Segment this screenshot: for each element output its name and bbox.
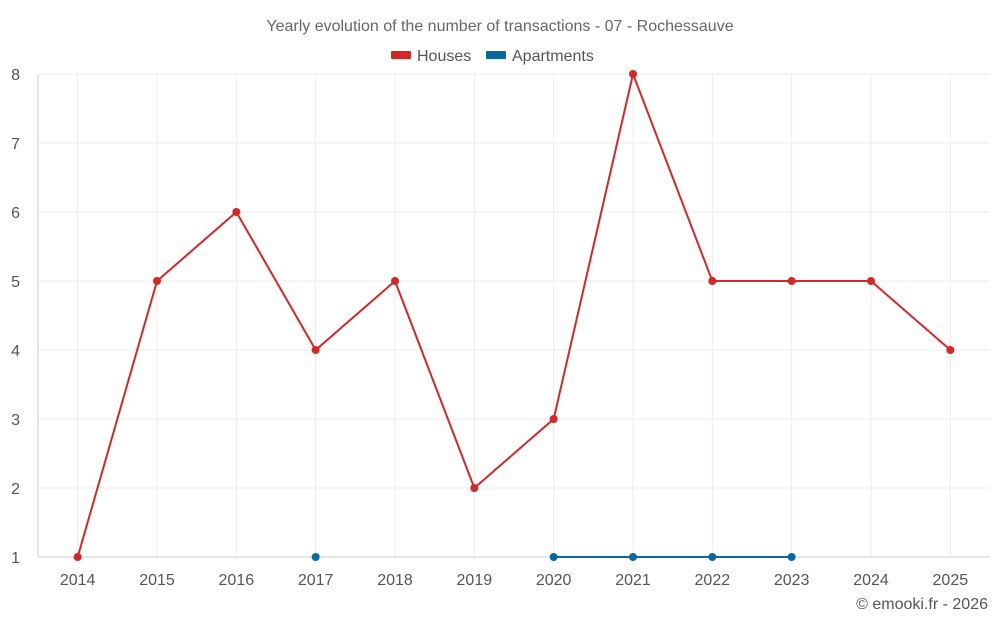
data-point-houses-2020[interactable] — [549, 415, 558, 423]
y-tick-label: 3 — [11, 412, 20, 429]
y-tick-label: 4 — [11, 343, 20, 360]
data-point-apartments-2017[interactable] — [311, 553, 320, 561]
grid — [38, 73, 990, 557]
legend-item-houses[interactable]: Houses — [391, 48, 471, 65]
data-point-houses-2022[interactable] — [708, 277, 717, 285]
y-tick-label: 8 — [11, 67, 20, 84]
x-tick-label: 2017 — [298, 572, 334, 589]
data-point-houses-2015[interactable] — [153, 277, 161, 285]
x-tick-label: 2019 — [457, 572, 493, 589]
y-tick-label: 7 — [11, 136, 20, 153]
legend-swatch-houses — [391, 51, 411, 59]
x-tick-label: 2014 — [60, 572, 96, 589]
data-point-houses-2014[interactable] — [73, 553, 82, 561]
data-point-houses-2018[interactable] — [391, 277, 399, 285]
data-point-houses-2025[interactable] — [946, 346, 955, 354]
legend: Houses Apartments — [391, 48, 594, 65]
x-tick-label: 2022 — [695, 572, 731, 589]
data-point-apartments-2020[interactable] — [549, 553, 558, 561]
legend-swatch-apartments — [486, 51, 506, 59]
legend-label-apartments: Apartments — [512, 48, 594, 65]
data-point-apartments-2023[interactable] — [787, 553, 796, 561]
x-tick-label: 2020 — [536, 572, 572, 589]
y-tick-label: 5 — [11, 274, 20, 291]
y-tick-label: 2 — [11, 481, 20, 498]
y-tick-label: 6 — [11, 205, 20, 222]
data-point-houses-2017[interactable] — [311, 346, 320, 354]
data-point-houses-2024[interactable] — [867, 277, 875, 285]
x-tick-label: 2015 — [139, 572, 175, 589]
x-tick-label: 2024 — [853, 572, 889, 589]
data-point-houses-2019[interactable] — [470, 484, 479, 492]
copyright-credit: © emooki.fr - 2026 — [856, 596, 988, 613]
data-point-houses-2021[interactable] — [629, 70, 637, 78]
x-tick-label: 2016 — [219, 572, 255, 589]
x-tick-label: 2021 — [615, 572, 651, 589]
axes: 1 2 3 4 5 6 7 8 2014 2015 2016 2017 2018 2019 2020 2021… — [11, 67, 990, 589]
x-tick-label: 2023 — [774, 572, 810, 589]
data-point-houses-2016[interactable] — [232, 208, 241, 216]
data-point-houses-2023[interactable] — [787, 277, 796, 285]
series — [73, 70, 955, 561]
y-tick-label: 1 — [11, 550, 20, 567]
series-line-houses — [76, 73, 951, 558]
legend-label-houses: Houses — [417, 48, 471, 65]
x-tick-label: 2025 — [933, 572, 969, 589]
legend-item-apartments[interactable]: Apartments — [486, 48, 594, 65]
chart-title: Yearly evolution of the number of transa… — [266, 18, 733, 35]
data-point-apartments-2022[interactable] — [708, 553, 717, 561]
data-point-apartments-2021[interactable] — [629, 553, 637, 561]
x-tick-label: 2018 — [377, 572, 413, 589]
